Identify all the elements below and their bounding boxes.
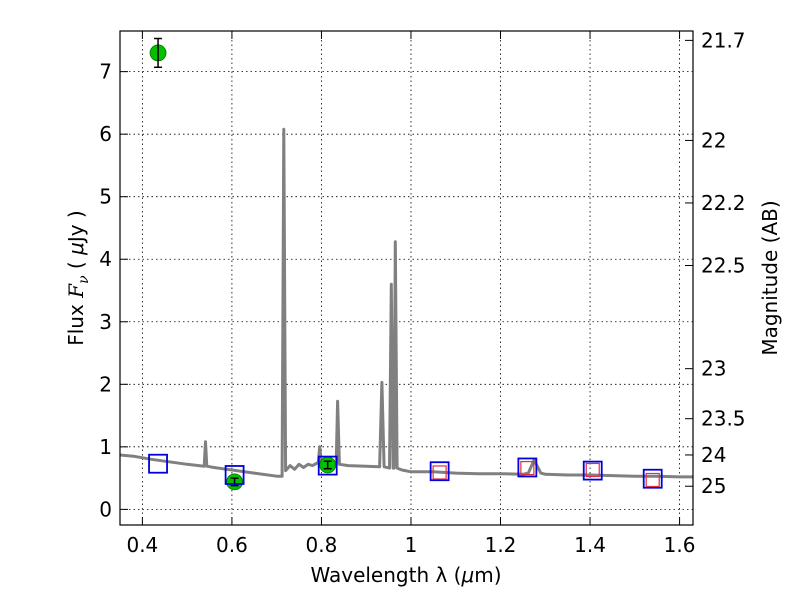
ticks: 0.4 0.6 0.8 1 1.2 1.4 1.60123456721.72222.222.…	[99, 28, 745, 557]
x-tick-label: 0.6	[216, 533, 248, 557]
plot-frame	[119, 30, 694, 526]
model-photometry-square	[317, 455, 338, 476]
model-photometry-square	[582, 460, 603, 481]
model-photometry-small-square	[645, 472, 660, 488]
x-tick-label: 1.2	[485, 533, 517, 557]
model-photometry-small-square	[585, 462, 600, 478]
model-photometry-square	[517, 457, 538, 478]
model-photometry-square	[642, 468, 663, 489]
grid	[120, 31, 693, 525]
y2-axis-label: Magnitude (AB)	[758, 200, 782, 355]
model-photometry-square	[224, 465, 245, 485]
y-tick-label: 5	[99, 185, 112, 209]
y2-tick-label: 22.5	[701, 253, 746, 277]
spectrum-line	[120, 127, 693, 479]
x-tick-label: 0.4	[126, 533, 158, 557]
y2-tick-label: 24	[701, 443, 726, 467]
y2-tick-label: 25	[701, 474, 726, 498]
y-tick-label: 0	[99, 497, 112, 521]
y-tick-label: 6	[99, 122, 112, 146]
x-tick-label: 1	[405, 533, 418, 557]
y2-tick-label: 21.7	[701, 28, 746, 52]
y-tick-label: 2	[99, 372, 112, 396]
x-tick-label: 0.8	[306, 533, 338, 557]
plot-area	[120, 37, 693, 491]
y-tick-label: 3	[99, 310, 112, 334]
model-photometry-small-square	[432, 465, 447, 480]
y-tick-label: 1	[99, 435, 112, 459]
model-photometry-small-square	[520, 460, 535, 476]
x-tick-label: 1.6	[664, 533, 696, 557]
x-axis-label: Wavelength λ (μm)	[310, 563, 501, 587]
y-axis-label: Flux Fν ( μJy )	[64, 210, 92, 346]
y2-tick-label: 23	[701, 357, 726, 381]
y2-tick-label: 22	[701, 128, 726, 152]
y-tick-label: 4	[99, 247, 112, 271]
model-photometry-square	[148, 453, 168, 474]
model-photometry-square	[429, 461, 450, 482]
x-tick-label: 1.4	[574, 533, 606, 557]
y2-tick-label: 23.5	[701, 407, 746, 431]
y2-tick-label: 22.2	[701, 191, 746, 215]
y-tick-label: 7	[99, 60, 112, 84]
